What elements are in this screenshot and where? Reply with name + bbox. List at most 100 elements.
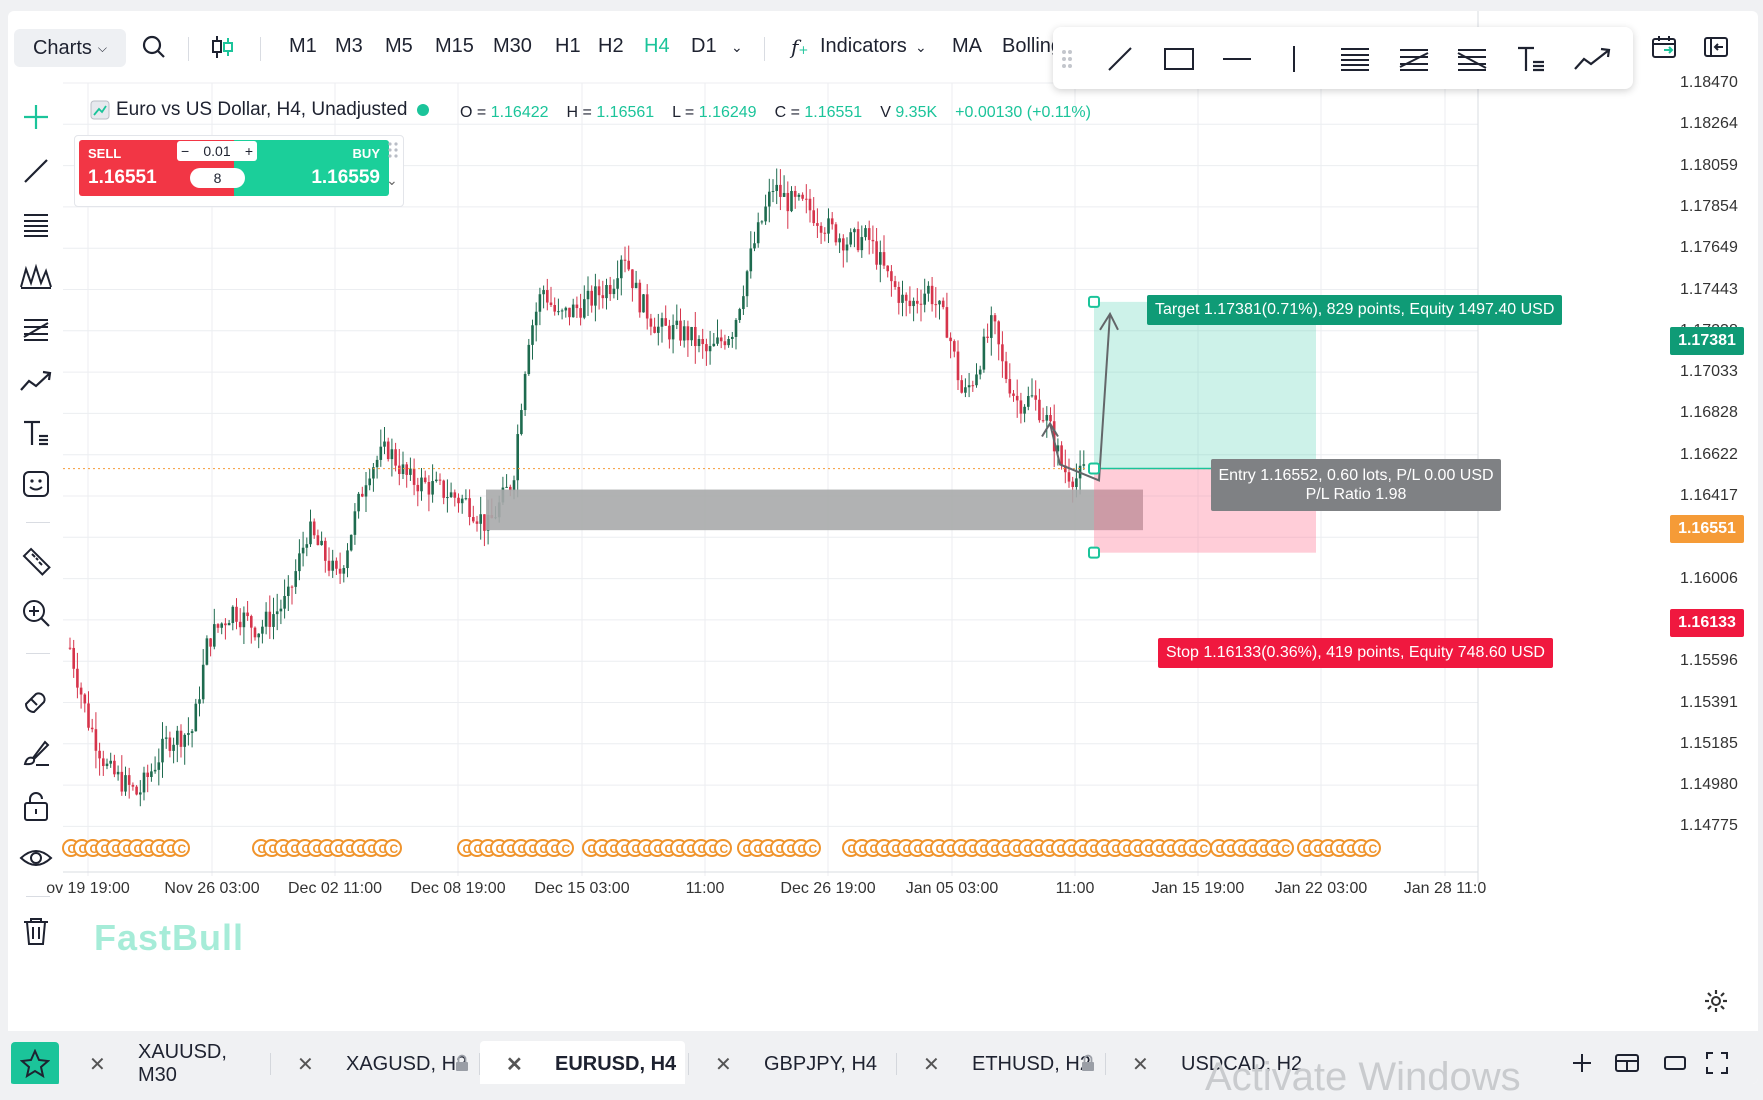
price-tick-label: 1.14775	[1680, 817, 1738, 835]
tf-m15[interactable]: M15	[435, 35, 474, 57]
brush-icon[interactable]	[16, 733, 56, 773]
charts-menu-button[interactable]: Charts ⌵	[14, 29, 126, 67]
chart-tab[interactable]: ✕ XAUUSD, M30	[63, 1041, 268, 1084]
magnet-icon[interactable]	[16, 680, 56, 720]
economic-event-glyph: C	[621, 842, 630, 856]
chart-tab[interactable]: ✕ USDCAD, H2	[1105, 1041, 1311, 1084]
candle-body	[716, 337, 719, 344]
economic-event-glyph: C	[79, 842, 88, 856]
tf-h4[interactable]: H4	[644, 35, 670, 57]
fib-extension-icon[interactable]	[1453, 40, 1491, 78]
economic-event-glyph: C	[507, 842, 516, 856]
close-tab-icon[interactable]: ✕	[715, 1053, 732, 1076]
settings-icon[interactable]	[1704, 989, 1728, 1018]
candle-body	[790, 190, 793, 212]
quantity-value[interactable]: 0.01	[203, 143, 231, 159]
fullscreen-icon[interactable]	[1705, 1051, 1729, 1080]
candle-body	[805, 198, 808, 200]
trash-icon[interactable]	[16, 911, 56, 951]
exit-icon[interactable]	[1698, 29, 1734, 65]
line-icon[interactable]	[16, 151, 56, 191]
close-tab-icon[interactable]: ✕	[923, 1053, 940, 1076]
economic-event-glyph: C	[390, 842, 399, 856]
target-label[interactable]: Target 1.17381(0.71%), 829 points, Equit…	[1147, 295, 1563, 325]
price-tick-label: 1.18470	[1680, 74, 1738, 91]
symbol-title[interactable]: Euro vs US Dollar, H4, Unadjusted	[116, 99, 408, 120]
candle-body	[771, 191, 775, 193]
channel-icon[interactable]	[16, 204, 56, 244]
calendar-icon[interactable]	[1646, 29, 1682, 65]
decrease-button[interactable]: −	[181, 143, 190, 159]
tf-m30[interactable]: M30	[493, 35, 532, 57]
time-tick-label: Dec 26 19:00	[780, 880, 876, 897]
text-icon[interactable]	[1513, 40, 1551, 78]
horizontal-line-icon[interactable]	[1218, 40, 1256, 78]
candle-body	[627, 260, 630, 270]
zoom-icon[interactable]	[16, 593, 56, 633]
leverage-input[interactable]: 8	[190, 168, 245, 188]
candle-body	[782, 192, 786, 197]
economic-event-glyph: C	[1216, 842, 1225, 856]
tf-m3[interactable]: M3	[335, 35, 363, 57]
sticker-icon[interactable]	[16, 464, 56, 504]
add-tab-icon[interactable]	[1571, 1052, 1593, 1079]
trend-icon[interactable]	[16, 361, 56, 401]
quantity-stepper[interactable]: − 0.01 +	[177, 141, 257, 161]
search-icon[interactable]	[136, 29, 172, 65]
tf-h2[interactable]: H2	[598, 35, 624, 57]
timeframe-more-icon[interactable]: ⌄	[731, 39, 743, 55]
candle-body	[105, 763, 109, 767]
fib-icon[interactable]	[16, 308, 56, 348]
chart-tab[interactable]: ✕ EURUSD, H4	[479, 1041, 685, 1084]
candle-body	[986, 336, 989, 338]
price-tick-label: 1.16417	[1680, 487, 1738, 504]
favorites-button[interactable]	[11, 1042, 59, 1084]
economic-event-glyph: C	[518, 842, 527, 856]
ruler-icon[interactable]	[16, 541, 56, 581]
entry-label[interactable]: Entry 1.16552, 0.60 lots, P/L 0.00 USD P…	[1211, 459, 1501, 511]
chevron-down-icon[interactable]: ⌄	[386, 172, 398, 188]
indicators-button[interactable]: Indicators	[820, 35, 907, 57]
bollinger-button[interactable]: Bolling	[1002, 35, 1063, 57]
candles-icon[interactable]	[204, 29, 240, 65]
chart-tab[interactable]: ✕ ETHUSD, H2	[896, 1041, 1102, 1084]
candle-body	[216, 624, 220, 628]
fib-retracement-icon[interactable]	[1395, 40, 1433, 78]
drag-handle-icon[interactable]	[1055, 40, 1079, 78]
price-tick-label: 1.15185	[1680, 734, 1738, 752]
pattern-icon[interactable]	[16, 256, 56, 296]
increase-button[interactable]: +	[244, 143, 253, 159]
close-tab-icon[interactable]: ✕	[89, 1053, 106, 1076]
text-icon[interactable]	[16, 413, 56, 453]
candle-body	[897, 286, 901, 303]
layout-icon[interactable]	[1614, 1052, 1640, 1079]
tf-h1[interactable]: H1	[555, 35, 581, 57]
close-tab-icon[interactable]: ✕	[1132, 1053, 1149, 1076]
crosshair-icon[interactable]	[16, 97, 56, 137]
candle-body	[224, 623, 227, 626]
close-tab-icon[interactable]: ✕	[506, 1053, 523, 1076]
candle-body	[398, 465, 401, 475]
rectangle-icon[interactable]	[1160, 40, 1198, 78]
buy-button[interactable]: BUY 1.16559	[234, 140, 389, 196]
parallel-channel-icon[interactable]	[1336, 40, 1374, 78]
vertical-line-icon[interactable]	[1275, 40, 1313, 78]
economic-event-glyph: C	[1271, 842, 1280, 856]
chart-tab[interactable]: ✕ XAGUSD, H2	[270, 1041, 476, 1084]
drag-handle-icon[interactable]	[387, 140, 399, 165]
candle-body	[305, 544, 309, 548]
tf-m1[interactable]: M1	[289, 35, 317, 57]
single-layout-icon[interactable]	[1663, 1052, 1687, 1079]
candle-body	[727, 338, 730, 346]
ma-button[interactable]: MA	[952, 35, 982, 57]
trend-line-icon[interactable]	[1101, 40, 1139, 78]
tf-d1[interactable]: D1	[691, 35, 717, 57]
eye-icon[interactable]	[16, 838, 56, 878]
chart-tab[interactable]: ✕ GBPJPY, H4	[688, 1041, 894, 1084]
tf-m5[interactable]: M5	[385, 35, 413, 57]
lock-icon[interactable]	[16, 786, 56, 826]
close-tab-icon[interactable]: ✕	[297, 1053, 314, 1076]
trend-arrow-icon[interactable]	[1573, 40, 1611, 78]
stop-label[interactable]: Stop 1.16133(0.36%), 419 points, Equity …	[1158, 638, 1553, 668]
